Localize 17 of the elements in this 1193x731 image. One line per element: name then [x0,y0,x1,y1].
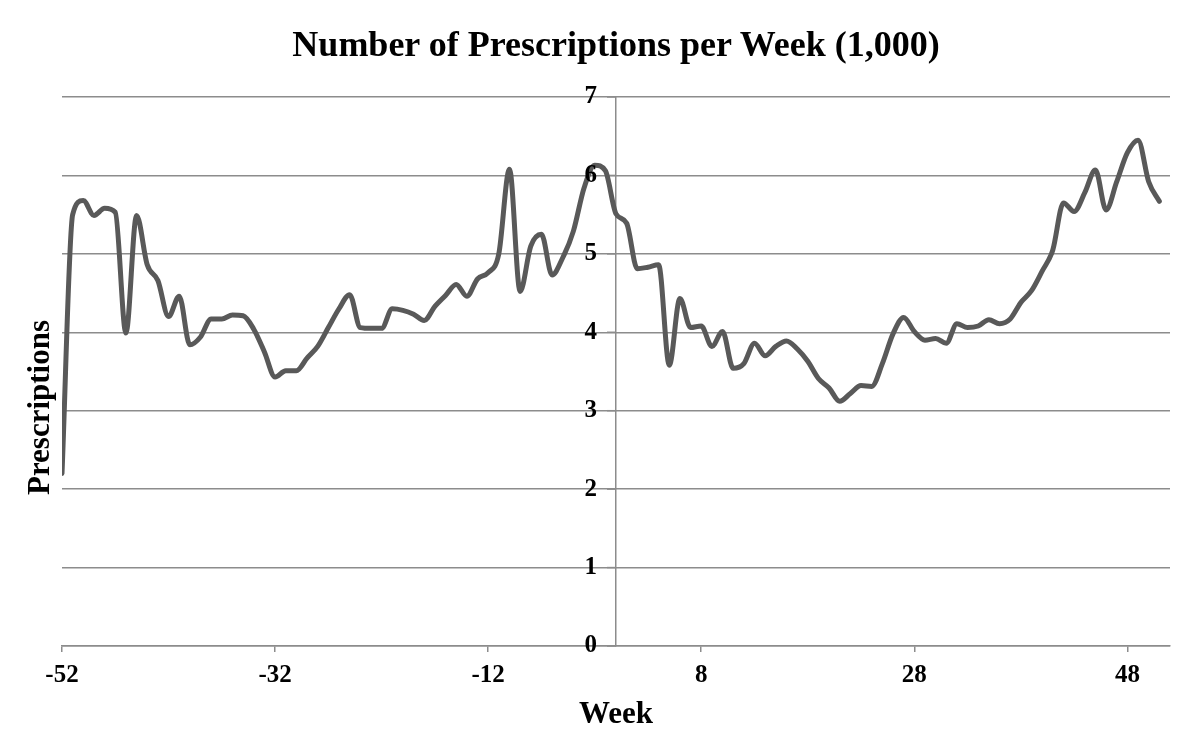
y-tick-label: 2 [584,473,597,501]
y-tick-label: 0 [584,630,597,658]
x-tick-label: 8 [694,660,708,688]
x-axis-title: Week [578,695,654,731]
x-tick-label: 28 [901,660,927,688]
x-tick-label: -52 [45,660,79,688]
y-tick-label: 5 [584,238,597,266]
y-tick-label: 4 [584,316,598,344]
y-tick-label: 1 [584,552,597,580]
chart-title: Number of Prescriptions per Week (1,000) [292,23,940,64]
x-tick-label: -32 [258,660,292,688]
y-tick-label: 6 [584,159,597,187]
y-axis-title: Prescriptions [21,319,57,496]
y-tick-label: 3 [584,395,597,423]
y-tick-label: 7 [584,81,597,109]
x-tick-label: -12 [471,660,505,688]
x-tick-label: 48 [1114,660,1140,688]
